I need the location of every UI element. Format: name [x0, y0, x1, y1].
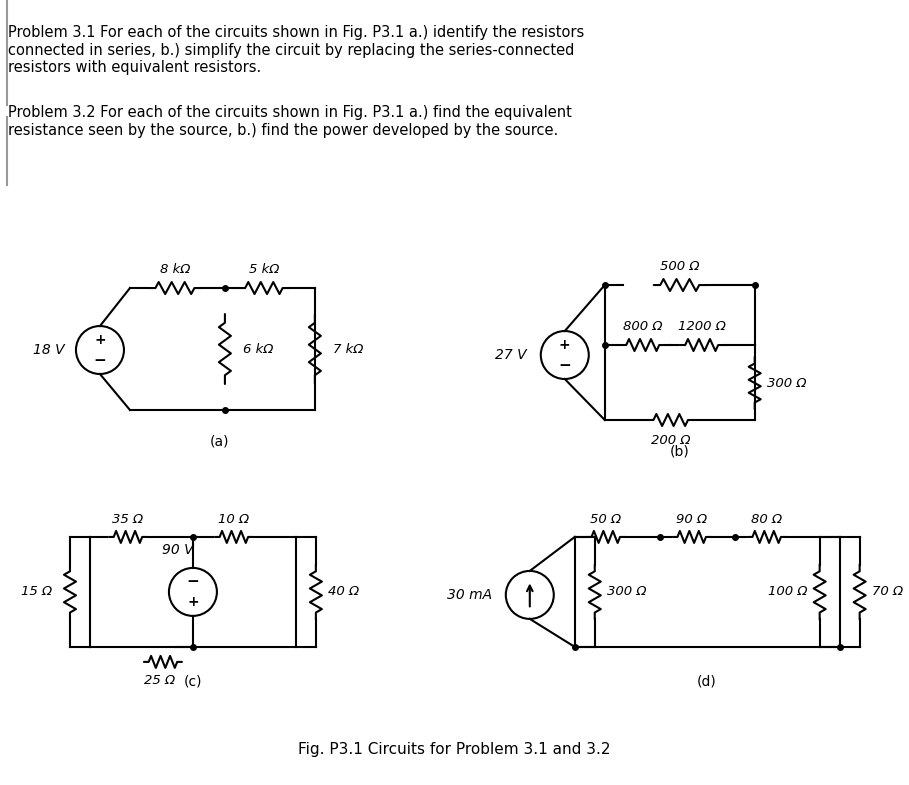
Text: 30 mA: 30 mA: [446, 588, 492, 602]
Text: 1200 Ω: 1200 Ω: [678, 320, 725, 333]
Text: 80 Ω: 80 Ω: [751, 513, 783, 526]
Text: 300 Ω: 300 Ω: [766, 377, 806, 389]
Text: 15 Ω: 15 Ω: [21, 586, 52, 598]
Text: Problem 3.2 For each of the circuits shown in Fig. P3.1 a.) find the equivalent
: Problem 3.2 For each of the circuits sho…: [8, 105, 572, 137]
Text: +: +: [559, 338, 571, 352]
Text: +: +: [95, 333, 105, 347]
Text: −: −: [94, 352, 106, 367]
Text: 10 Ω: 10 Ω: [218, 513, 249, 526]
Text: 27 V: 27 V: [495, 348, 527, 362]
Text: (b): (b): [670, 445, 690, 459]
Text: 70 Ω: 70 Ω: [872, 586, 903, 598]
Text: 800 Ω: 800 Ω: [623, 320, 663, 333]
Text: (d): (d): [697, 675, 716, 689]
Text: 90 Ω: 90 Ω: [676, 513, 707, 526]
Text: 35 Ω: 35 Ω: [113, 513, 144, 526]
Text: 5 kΩ: 5 kΩ: [249, 263, 279, 276]
Text: −: −: [186, 575, 199, 590]
Text: (a): (a): [210, 435, 230, 449]
Text: (c): (c): [184, 675, 202, 689]
Text: Fig. P3.1 Circuits for Problem 3.1 and 3.2: Fig. P3.1 Circuits for Problem 3.1 and 3…: [297, 742, 610, 757]
Text: 500 Ω: 500 Ω: [660, 260, 700, 273]
Text: 40 Ω: 40 Ω: [328, 586, 359, 598]
Text: 300 Ω: 300 Ω: [607, 586, 646, 598]
Text: −: −: [558, 357, 571, 373]
Text: 8 kΩ: 8 kΩ: [160, 263, 190, 276]
Text: 100 Ω: 100 Ω: [768, 586, 808, 598]
Text: +: +: [187, 595, 199, 609]
Text: 200 Ω: 200 Ω: [651, 434, 691, 447]
Text: 25 Ω: 25 Ω: [145, 674, 175, 687]
Text: 18 V: 18 V: [34, 343, 65, 357]
Text: 7 kΩ: 7 kΩ: [333, 342, 364, 356]
Text: 50 Ω: 50 Ω: [590, 513, 622, 526]
Text: Problem 3.1 For each of the circuits shown in Fig. P3.1 a.) identify the resisto: Problem 3.1 For each of the circuits sho…: [8, 25, 584, 75]
Text: 6 kΩ: 6 kΩ: [243, 342, 274, 356]
Text: 90 V: 90 V: [162, 543, 194, 557]
